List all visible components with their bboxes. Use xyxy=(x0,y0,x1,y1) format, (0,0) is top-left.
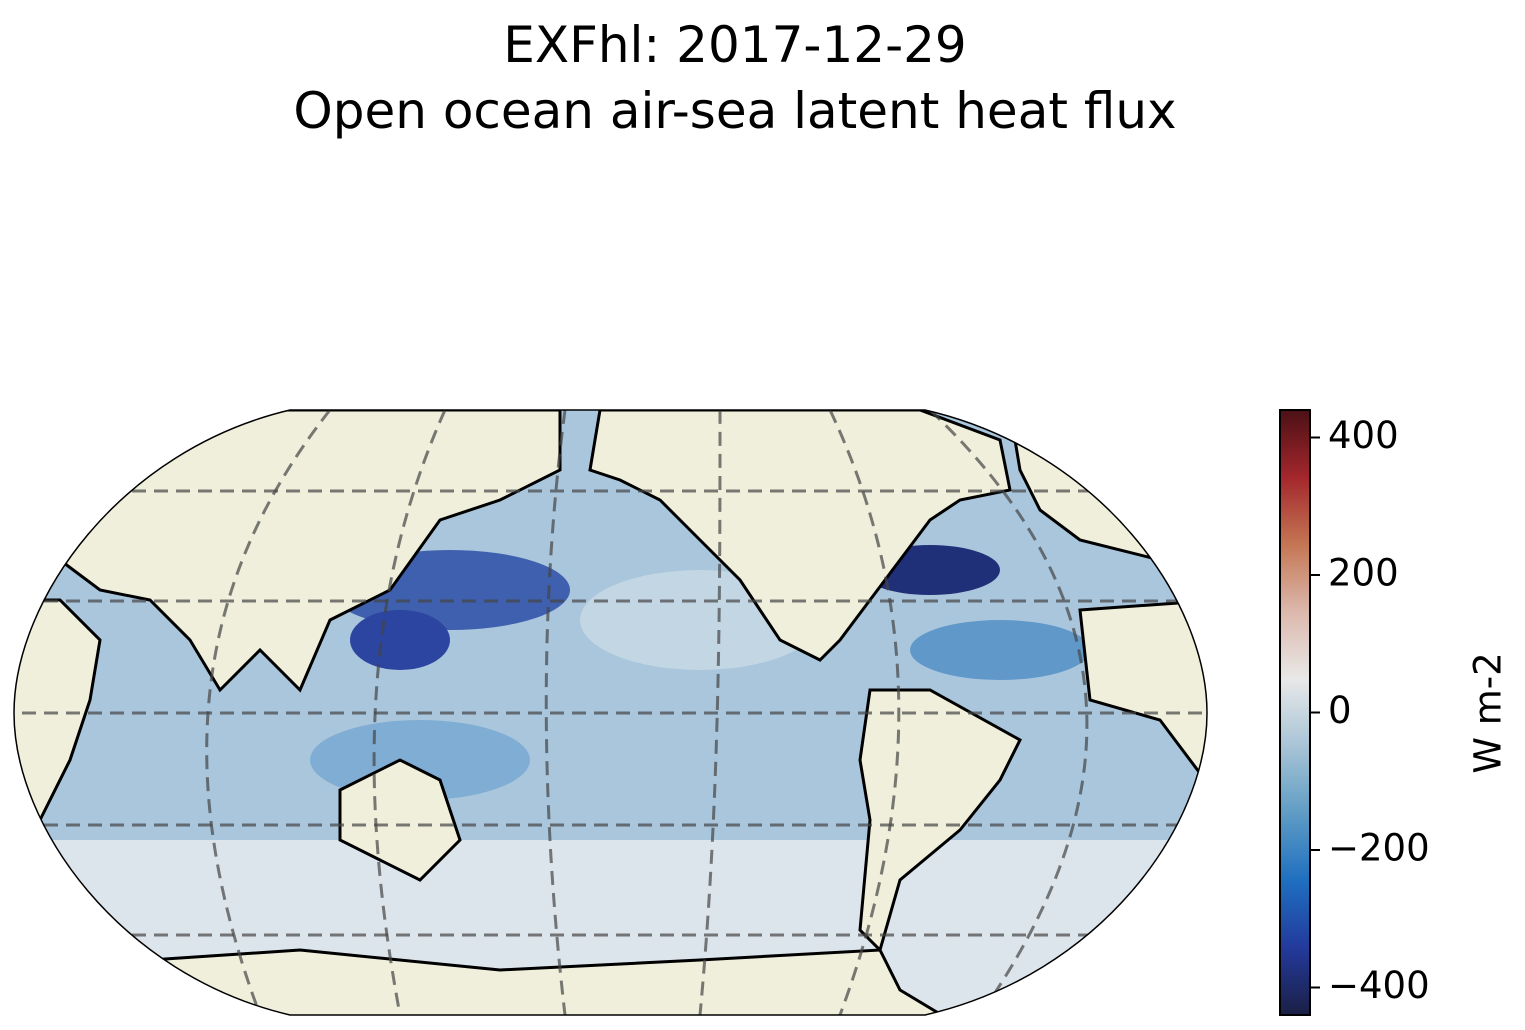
colorbar-tick-label: 0 xyxy=(1328,689,1352,732)
colorbar-label: W m-2 xyxy=(1467,652,1510,773)
colorbar-tick-label: 400 xyxy=(1328,414,1399,457)
map-outline xyxy=(13,409,1208,1016)
chart-subtitle: Open ocean air-sea latent heat flux xyxy=(293,82,1176,140)
map xyxy=(14,410,1207,1015)
colorbar-tick-label: 200 xyxy=(1328,552,1399,595)
chart-title: EXFhl: 2017-12-29 xyxy=(503,16,967,74)
colorbar xyxy=(1279,409,1311,1016)
colorbar-tick-label: −200 xyxy=(1328,827,1430,870)
colorbar-tick-label: −400 xyxy=(1328,964,1430,1007)
